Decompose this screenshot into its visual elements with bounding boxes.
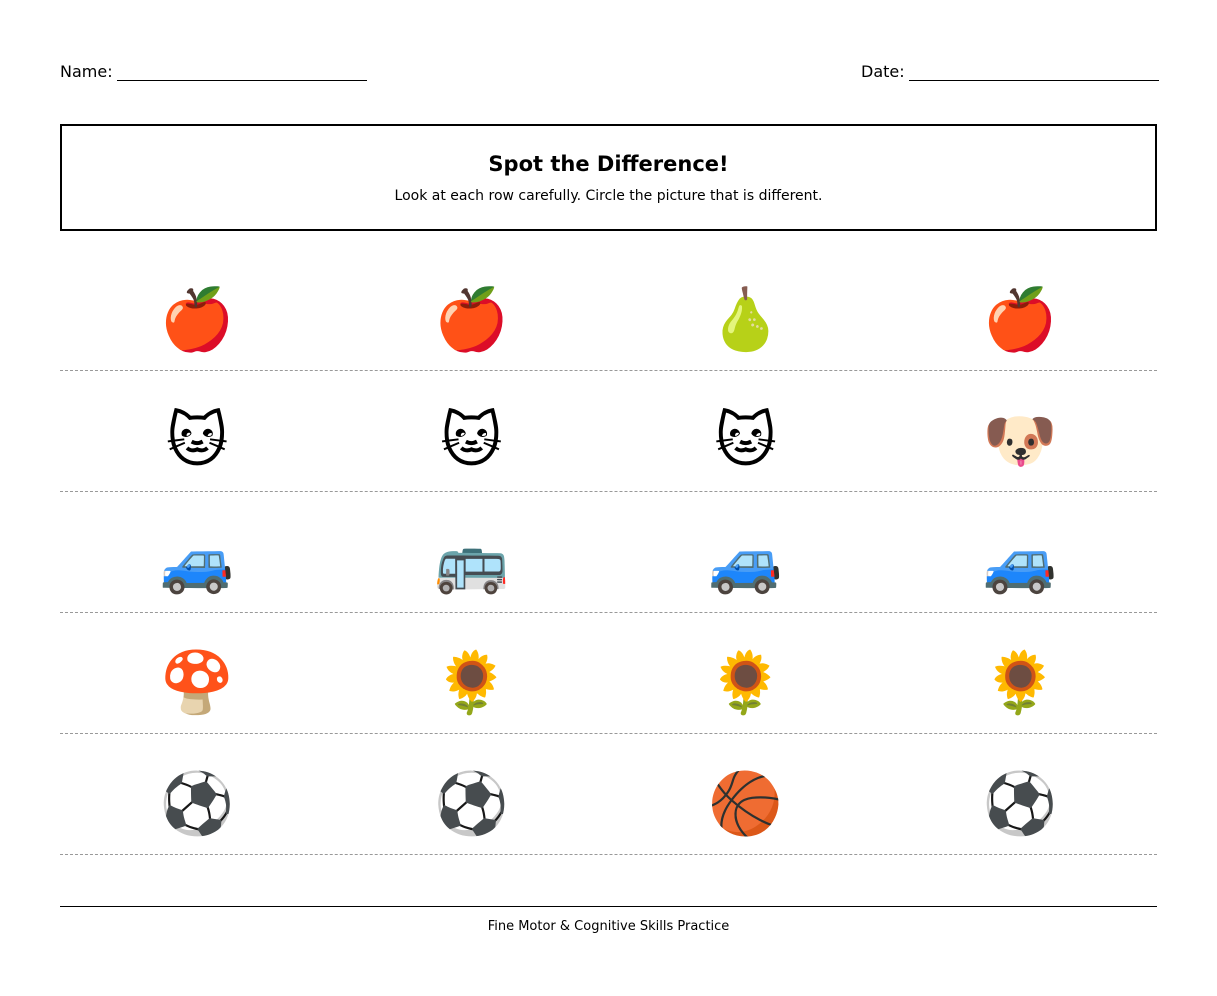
- date-field[interactable]: Date:: [861, 62, 1159, 81]
- footer-text: Fine Motor & Cognitive Skills Practice: [487, 919, 730, 934]
- apple-icon[interactable]: 🍎: [982, 285, 1058, 355]
- name-label: Name:: [60, 62, 113, 81]
- suv-icon[interactable]: 🚙: [982, 527, 1058, 597]
- puzzle-rows: 🍎 🍎 🍐 🍎 🐱 🐱 🐱 🐶 🚙 🚌 🚙 🚙 🍄 🌻 🌻 🌻 ⚽ ⚽ 🏀 ⚽: [60, 250, 1157, 855]
- date-label: Date:: [861, 62, 905, 81]
- date-line[interactable]: [908, 64, 1159, 81]
- puzzle-row: 🐱 🐱 🐱 🐶: [60, 371, 1157, 492]
- sunflower-icon[interactable]: 🌻: [434, 648, 509, 718]
- basketball-icon[interactable]: 🏀: [708, 769, 783, 839]
- soccer-ball-icon[interactable]: ⚽: [434, 769, 509, 839]
- cat-icon[interactable]: 🐱: [714, 406, 777, 476]
- bus-icon[interactable]: 🚌: [434, 527, 509, 597]
- pear-icon[interactable]: 🍐: [708, 285, 783, 355]
- name-line[interactable]: [116, 64, 367, 81]
- dog-icon[interactable]: 🐶: [982, 406, 1058, 476]
- name-field[interactable]: Name:: [60, 62, 367, 81]
- sunflower-icon[interactable]: 🌻: [982, 648, 1058, 718]
- apple-icon[interactable]: 🍎: [434, 285, 509, 355]
- soccer-ball-icon[interactable]: ⚽: [159, 769, 235, 839]
- cat-icon[interactable]: 🐱: [165, 406, 229, 476]
- puzzle-row: ⚽ ⚽ 🏀 ⚽: [60, 734, 1157, 855]
- suv-icon[interactable]: 🚙: [708, 527, 783, 597]
- sunflower-icon[interactable]: 🌻: [708, 648, 783, 718]
- puzzle-row: 🍄 🌻 🌻 🌻: [60, 613, 1157, 734]
- puzzle-row: 🍎 🍎 🍐 🍎: [60, 250, 1157, 371]
- puzzle-row: 🚙 🚌 🚙 🚙: [60, 492, 1157, 613]
- apple-icon[interactable]: 🍎: [159, 285, 235, 355]
- footer-divider: [60, 906, 1157, 907]
- soccer-ball-icon[interactable]: ⚽: [982, 769, 1058, 839]
- suv-icon[interactable]: 🚙: [159, 527, 235, 597]
- cat-icon[interactable]: 🐱: [440, 406, 503, 476]
- page-title: Spot the Difference!: [488, 152, 729, 176]
- instructions: Look at each row carefully. Circle the p…: [394, 188, 823, 204]
- mushroom-icon[interactable]: 🍄: [159, 648, 235, 718]
- instructions-box: Spot the Difference! Look at each row ca…: [60, 124, 1157, 231]
